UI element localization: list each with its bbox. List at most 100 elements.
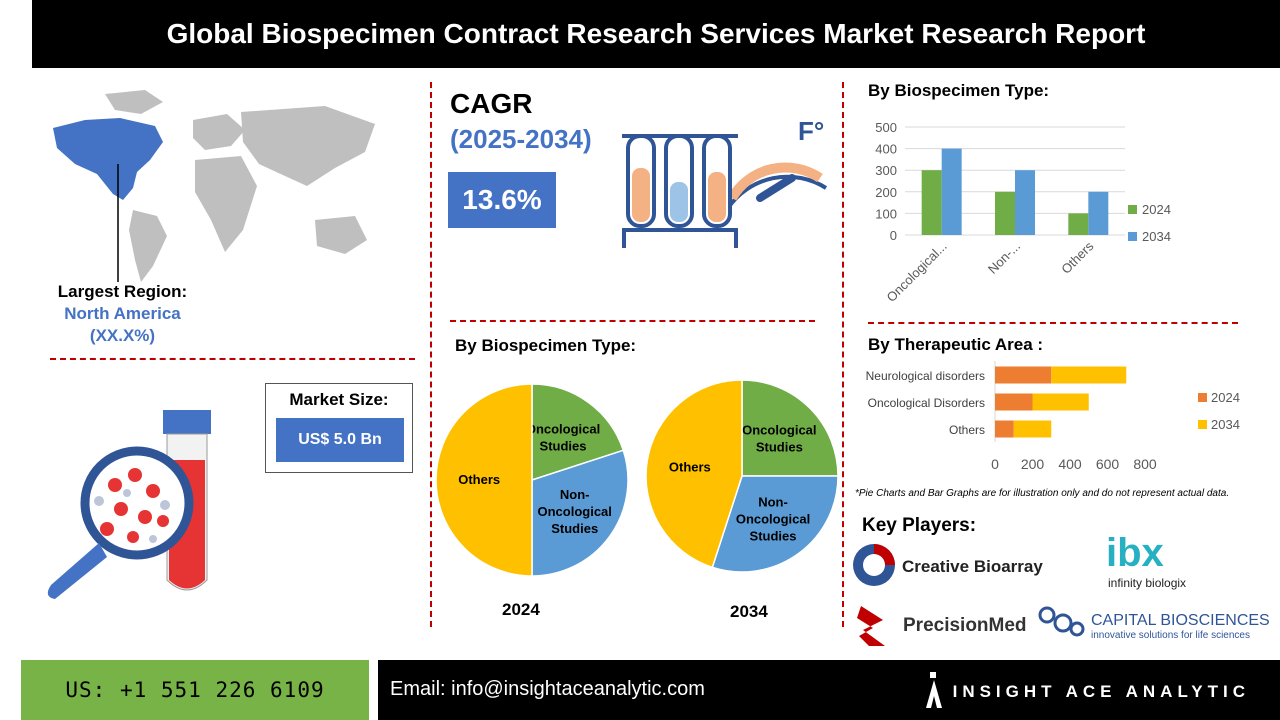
hbar-chart-title: By Therapeutic Area : [868,335,1044,354]
magnifier-handle-icon [47,543,107,599]
y-tick-label: 400 [875,142,897,157]
x-tick-label: 200 [1021,456,1045,472]
y-tick-label: 100 [875,206,897,221]
x-tick-label: 400 [1058,456,1082,472]
bar-2034 [1015,170,1035,235]
bar-chart-legend: 2024 2034 [1128,202,1171,244]
market-size-box: Market Size: US$ 5.0 Bn [265,383,413,473]
key-players-title: Key Players: [862,515,977,536]
legend-label-2024: 2024 [1211,390,1240,405]
capital-biosciences-tagline: innovative solutions for life sciences [1091,630,1250,641]
bar-chart-title: By Biospecimen Type: [868,81,1050,100]
y-tick-label: 200 [875,185,897,200]
gauge-needle-icon [756,174,796,202]
bar-2034 [941,148,962,235]
hbar-chart: 0 200 400 600 800 Neurological disorders Oncol… [866,361,1157,472]
precisionmed-logo: PrecisionMed [857,606,1027,646]
x-tick-label: 600 [1096,456,1120,472]
market-size-value: US$ 5.0 Bn [276,418,404,462]
hbar-2034 [1032,393,1089,411]
precisionmed-name: PrecisionMed [903,615,1027,636]
x-tick-label: Others [1058,238,1097,277]
legend-swatch-2024 [1128,205,1137,214]
pie-slice-label: Oncological Studies [526,421,600,453]
pie-slice [645,380,743,569]
tube-cap-icon [163,410,211,434]
footer-phone[interactable]: US: +1 551 226 6109 [21,660,369,720]
lab-tubes-illustration: F° [622,118,828,248]
europe-region [193,114,245,150]
hbar-2024 [995,393,1033,411]
divider [450,320,815,322]
page-title: Global Biospecimen Contract Research Ser… [32,0,1280,68]
bar-2034 [1088,191,1109,235]
divider [50,358,415,360]
pie-slice-label: Non-Oncological Studies [736,495,810,544]
divider [430,82,432,627]
australia-region [315,216,367,254]
pie-2024-year: 2024 [502,600,540,619]
divider [868,322,1238,324]
footer-email[interactable]: Email: info@insightaceanalytic.com [390,678,705,700]
largest-region-label: Largest Region: [57,282,188,301]
market-size-label: Market Size: [289,390,389,409]
pie-slice-label: Others [458,472,500,487]
north-america-region [53,118,163,200]
bar-2024 [995,191,1015,235]
pie-slice [711,475,839,573]
greenland-region [105,90,163,114]
legend-label-2024: 2024 [1142,202,1171,217]
legend-label-2034: 2034 [1211,417,1240,432]
infinity-biologix-name: infinity biologix [1108,576,1186,590]
ibx-mark: ibx [1106,531,1164,575]
cagr-value: 13.6% [448,172,556,228]
footer-brand: INSIGHT ACE ANALYTIC [952,682,1250,701]
pie-2034-year: 2034 [730,602,768,621]
y-tick-label: 0 [890,228,897,243]
capital-biosciences-name: CAPITAL BIOSCIENCES [1091,612,1270,629]
largest-region-share: (XX.X%) [89,326,156,345]
pie-section-title: By Biospecimen Type: [455,336,637,355]
creative-bioarray-logo: Creative Bioarray [853,544,1043,586]
capital-biosciences-logo: CAPITAL BIOSCIENCES innovative solutions… [1038,606,1270,641]
pie-slice-label: Oncological Studies [742,423,816,455]
y-category-label: Neurological disorders [866,369,985,383]
hbar-2034 [1013,420,1052,438]
pie-slice [435,383,533,577]
y-category-label: Oncological Disorders [868,396,985,410]
fahrenheit-icon: F° [798,118,824,146]
hbar-2024 [995,366,1052,384]
infinity-biologix-logo: ibx infinity biologix [1106,531,1186,590]
legend-swatch-2034 [1128,232,1137,241]
cagr-title: CAGR [450,88,533,119]
hbar-chart-legend: 2024 2034 [1198,390,1240,432]
pie-slice-label: Non-Oncological Studies [538,487,612,536]
south-america-region [129,210,167,282]
brand-logo-icon [926,672,942,708]
creative-bioarray-name: Creative Bioarray [902,557,1043,576]
asia-region [241,106,375,186]
y-tick-label: 300 [875,163,897,178]
x-tick-label: Non-... [985,239,1023,277]
x-tick-label: 0 [991,456,999,472]
footnote: *Pie Charts and Bar Graphs are for illus… [855,488,1230,499]
pie-charts: Oncological Studies Non-Oncological Studies… [435,380,839,577]
footer-bar: Email: info@insightaceanalytic.com INSIG… [378,660,1280,720]
y-tick-label: 500 [875,120,897,135]
blood-sample-illustration [47,410,211,599]
world-map [53,90,375,282]
hbar-2024 [995,420,1014,438]
bar-2024 [921,170,942,235]
pie-slice [741,380,839,477]
pie-slice-label: Others [669,460,711,475]
divider [842,82,844,627]
bar-2024 [1068,213,1089,235]
cagr-years: (2025-2034) [450,124,592,154]
hbar-2034 [1051,366,1127,384]
legend-swatch-2034 [1198,420,1207,429]
x-tick-label: Oncological... [883,239,949,305]
legend-swatch-2024 [1198,393,1207,402]
largest-region-name: North America [64,304,181,323]
africa-region [195,156,257,252]
